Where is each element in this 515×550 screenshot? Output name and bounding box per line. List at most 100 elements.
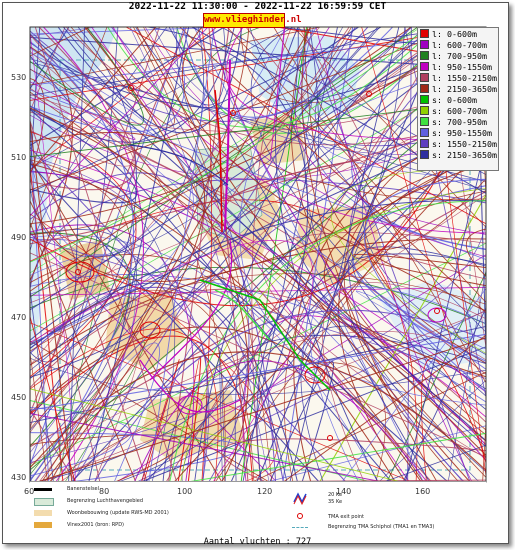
flight-track [29,26,235,143]
flight-track [29,432,242,483]
legend-item: l: 2150-3650m [418,83,498,94]
legend-swatch [420,95,429,104]
tma-exit-points [75,85,440,441]
flight-track [378,379,487,483]
flight-track [29,315,144,483]
flight-track [117,26,406,483]
x-tick-label: 160 [415,487,431,496]
legend-swatch [420,150,429,159]
flight-track [282,26,354,483]
legend-item: s: 2150-3650m [418,149,498,160]
housing-label: Woonbebouwing (update RWS-MD 2001) [67,510,169,516]
flight-track [29,89,487,260]
flight-track [41,310,487,483]
flight-track [145,126,487,483]
flight-track [29,120,148,483]
y-tick-label: 430 [11,473,27,482]
flight-track [29,273,487,352]
legend-label: s: 1550-2150m [432,138,497,149]
flight-count: Aantal vluchten : 727 [203,537,312,547]
flight-track [34,26,350,483]
flight-track [322,282,487,483]
legend-item: s: 950-1550m [418,127,498,138]
flight-track [194,26,433,483]
flight-track [363,178,487,393]
flight-track [29,26,460,311]
flight-track [169,200,487,483]
flight-track [29,52,194,344]
legend-item: s: 1550-2150m [418,138,498,149]
flight-track [482,421,487,483]
legend-label: l: 0-600m [432,28,477,39]
runway-swatch [34,488,52,491]
site-badge[interactable]: www.vlieghinder.nl [203,13,302,28]
flight-track [29,325,487,424]
tma-boundary-swatch [292,527,308,528]
legend-label: l: 1550-2150m [432,72,497,83]
altitude-legend: l: 0-600m l: 600-700m l: 700-950m l: 950… [417,27,499,171]
flight-track [241,26,359,108]
flight-track [29,118,50,483]
flight-track [29,26,299,378]
legend-swatch [420,139,429,148]
flight-track [29,26,419,298]
flight-track [37,337,487,483]
flight-track [29,26,382,194]
map-key: Banenstelsel Begrenzing Luchthavengebied… [30,481,486,539]
ke20-label: 20 Ke [328,492,343,498]
legend-label: l: 600-700m [432,39,487,50]
flight-track [29,223,487,463]
flight-track [29,326,422,483]
flight-track [29,224,195,483]
flight-track [193,26,424,483]
x-tick-label: 60 [24,487,35,496]
flight-track [283,190,487,483]
legend-item: l: 0-600m [418,28,498,39]
flight-track [29,331,487,465]
flight-track [309,286,487,483]
flight-track [181,26,487,312]
flight-track [29,199,487,349]
flight-track [29,388,402,483]
legend-swatch [420,128,429,137]
flight-track [29,353,48,483]
x-tick-label: 120 [257,487,273,496]
holding-pattern [139,321,161,339]
flight-track [91,26,410,483]
vinex-label: Vinex2001 (bron: RPD) [67,522,124,528]
flight-track [29,290,255,483]
flight-track [29,26,320,366]
legend-swatch [420,62,429,71]
flight-track [315,26,473,483]
flight-track [29,26,321,86]
flight-track [29,316,76,483]
flight-track [29,26,157,173]
flight-track [352,253,487,287]
flight-track [29,26,209,217]
flight-track [29,36,487,70]
legend-label: s: 700-950m [432,116,487,127]
legend-item: l: 1550-2150m [418,72,498,83]
legend-swatch [420,73,429,82]
airport-boundary-label: Begrenzing Luchthavengebied [67,498,144,504]
housing-swatch [34,510,52,516]
flight-track [211,26,487,461]
flight-track [68,26,86,483]
legend-label: s: 600-700m [432,105,487,116]
flight-track [298,26,381,117]
flight-track [208,26,249,483]
flight-track [57,26,243,134]
legend-item: s: 0-600m [418,94,498,105]
flight-track [338,156,487,483]
legend-label: l: 2150-3650m [432,83,497,94]
flight-track [29,26,91,57]
flight-track [140,342,208,483]
flight-track [319,194,487,483]
flight-track [226,26,487,141]
holding-pattern [177,395,203,415]
page-title: 2022-11-22 11:30:00 - 2022-11-22 16:59:5… [128,1,387,12]
legend-swatch [420,51,429,60]
legend-item: s: 700-950m [418,116,498,127]
flight-track [136,26,471,483]
legend-item: l: 600-700m [418,39,498,50]
